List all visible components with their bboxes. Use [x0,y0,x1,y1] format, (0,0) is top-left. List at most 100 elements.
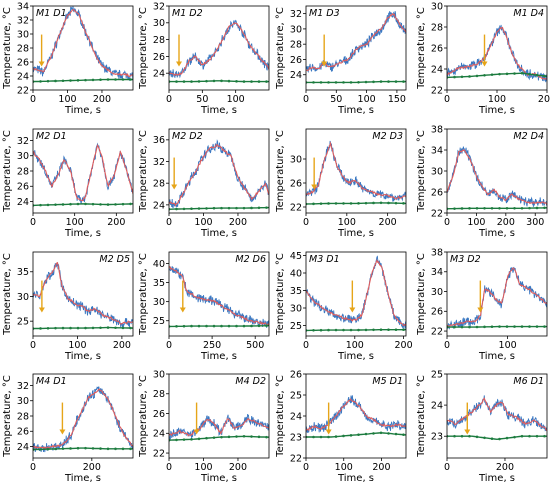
x-tick-label: 100 [488,94,506,105]
y-tick-label: 30 [431,1,443,12]
y-tick-label: 24 [153,69,165,80]
y-tick-label: 26 [17,427,29,438]
panel-title: M1 D3 [309,8,340,19]
y-tick-label: 32 [17,15,29,26]
y-tick-label: 36 [153,135,165,146]
y-tick-label: 32 [290,9,302,20]
x-tick-label: 200 [394,340,412,351]
x-axis-label: Time, s [337,473,374,484]
x-tick-label: 0 [166,462,172,473]
smoothed-trace [306,398,406,432]
y-tick-label: 35 [153,278,165,289]
y-tick-label: 30 [290,24,302,35]
smoothed-trace [447,397,547,432]
x-tick-label: 100 [194,217,212,228]
y-tick-label: 26 [153,409,165,420]
x-axis-label: Time, s [478,105,515,116]
panel-m6-d1: 0 200 23 24 25 Time, s Temperature, °C M6 D1 [416,369,548,484]
y-tick-label: 32 [17,136,29,147]
panel-m2-d2: 0 100 200 24 28 32 36 Time, s Temperature, °C M2 … [138,128,270,239]
y-tick-label: 30 [17,292,29,303]
y-tick-label: 22 [153,448,165,459]
y-tick-label: 26 [431,307,443,318]
panel-m4-d2: 0 100 200 22 24 26 28 30 Time, s Temperature, °C M… [138,369,270,484]
stimulus-arrow-head [59,429,66,435]
smoothed-trace [169,266,269,326]
x-tick-label: 100 [58,94,76,105]
y-tick-label: 32 [17,381,29,392]
x-tick-label: 100 [499,340,517,351]
y-tick-label: 34 [17,1,29,12]
x-tick-label: 50 [196,94,208,105]
x-tick-label: 200 [113,340,131,351]
x-tick-label: 200 [538,94,550,105]
smoothed-trace [306,258,406,327]
y-axis-label: Temperature, °C [275,375,286,458]
y-tick-label: 25 [290,390,302,401]
smoothed-trace [33,261,133,325]
reference-line [33,326,133,330]
panel-title: M2 D2 [172,131,203,142]
y-axis-label: Temperature, °C [416,253,427,336]
noisy-trace [306,140,406,202]
panel-m3-d1: 0 100 200 25 30 35 40 45 Time, s Temperature, °C M… [275,251,413,362]
reference-line [33,78,133,83]
y-tick-label: 30 [153,18,165,29]
y-tick-label: 30 [17,151,29,162]
noisy-trace [447,146,547,207]
panel-title: M5 D1 [372,376,403,387]
x-tick-label: 100 [467,217,485,228]
smoothed-trace [169,417,269,437]
x-tick-label: 0 [444,217,450,228]
y-tick-label: 38 [431,124,443,135]
plot-frame [305,251,407,337]
y-tick-label: 25 [290,321,302,332]
x-tick-label: 0 [444,462,450,473]
reference-line [33,447,133,451]
y-tick-label: 22 [17,85,29,96]
y-tick-label: 26 [290,369,302,380]
panel-m1-d3: 0 50 100 150 24 26 28 30 32 Time, s Temperature, °… [275,5,407,116]
y-tick-label: 32 [153,157,165,168]
plot-frame [32,251,134,337]
panel-title: M2 D4 [513,131,544,142]
stimulus-arrow-head [321,61,328,67]
reference-line [169,325,269,328]
x-tick-label: 500 [246,340,264,351]
smoothed-trace [33,388,133,450]
y-tick-label: 28 [17,166,29,177]
x-axis-label: Time, s [337,105,374,116]
y-tick-label: 26 [431,43,443,54]
y-tick-label: 28 [17,411,29,422]
reference-line [447,207,547,210]
noisy-trace [306,11,406,73]
x-axis-label: Time, s [200,351,237,362]
y-tick-label: 26 [17,57,29,68]
y-tick-label: 23 [431,432,443,443]
x-axis-label: Time, s [200,473,237,484]
reference-line [447,435,547,441]
x-axis-label: Time, s [478,228,515,239]
smoothed-trace [447,149,547,205]
plot-frame [168,5,270,91]
smoothed-trace [33,9,133,77]
x-axis-label: Time, s [64,228,101,239]
y-axis-label: Temperature, °C [275,253,286,336]
smoothed-trace [447,267,547,328]
y-tick-label: 30 [431,287,443,298]
y-axis-label: Temperature, °C [2,130,13,213]
smoothed-trace [306,12,406,72]
y-tick-label: 38 [431,247,443,258]
x-tick-label: 0 [30,94,36,105]
x-axis-label: Time, s [64,351,101,362]
y-tick-label: 30 [153,297,165,308]
smoothed-trace [306,141,406,200]
y-tick-label: 24 [290,70,302,81]
noisy-trace [447,395,547,432]
x-tick-label: 100 [194,462,212,473]
panel-m2-d6: 0 250 500 25 30 35 40 Time, s Temperature, °C M2 … [138,251,270,362]
reference-line [169,80,269,83]
noisy-trace [306,395,406,433]
stimulus-arrow-head [171,184,178,190]
x-tick-label: 0 [30,340,36,351]
